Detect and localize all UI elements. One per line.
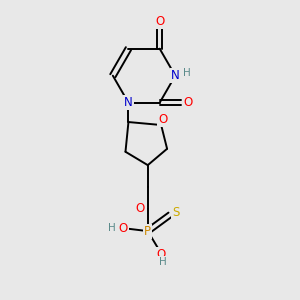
Text: P: P [144,225,151,238]
Text: S: S [172,206,180,219]
Text: O: O [158,112,167,126]
Text: N: N [171,69,180,82]
Text: H: H [108,223,116,233]
Text: N: N [124,96,133,109]
Text: H: H [183,68,191,78]
Text: H: H [159,257,167,267]
Text: O: O [157,248,166,260]
Text: O: O [136,202,145,215]
Text: O: O [155,15,164,28]
Text: O: O [119,222,128,235]
Text: O: O [183,96,192,109]
